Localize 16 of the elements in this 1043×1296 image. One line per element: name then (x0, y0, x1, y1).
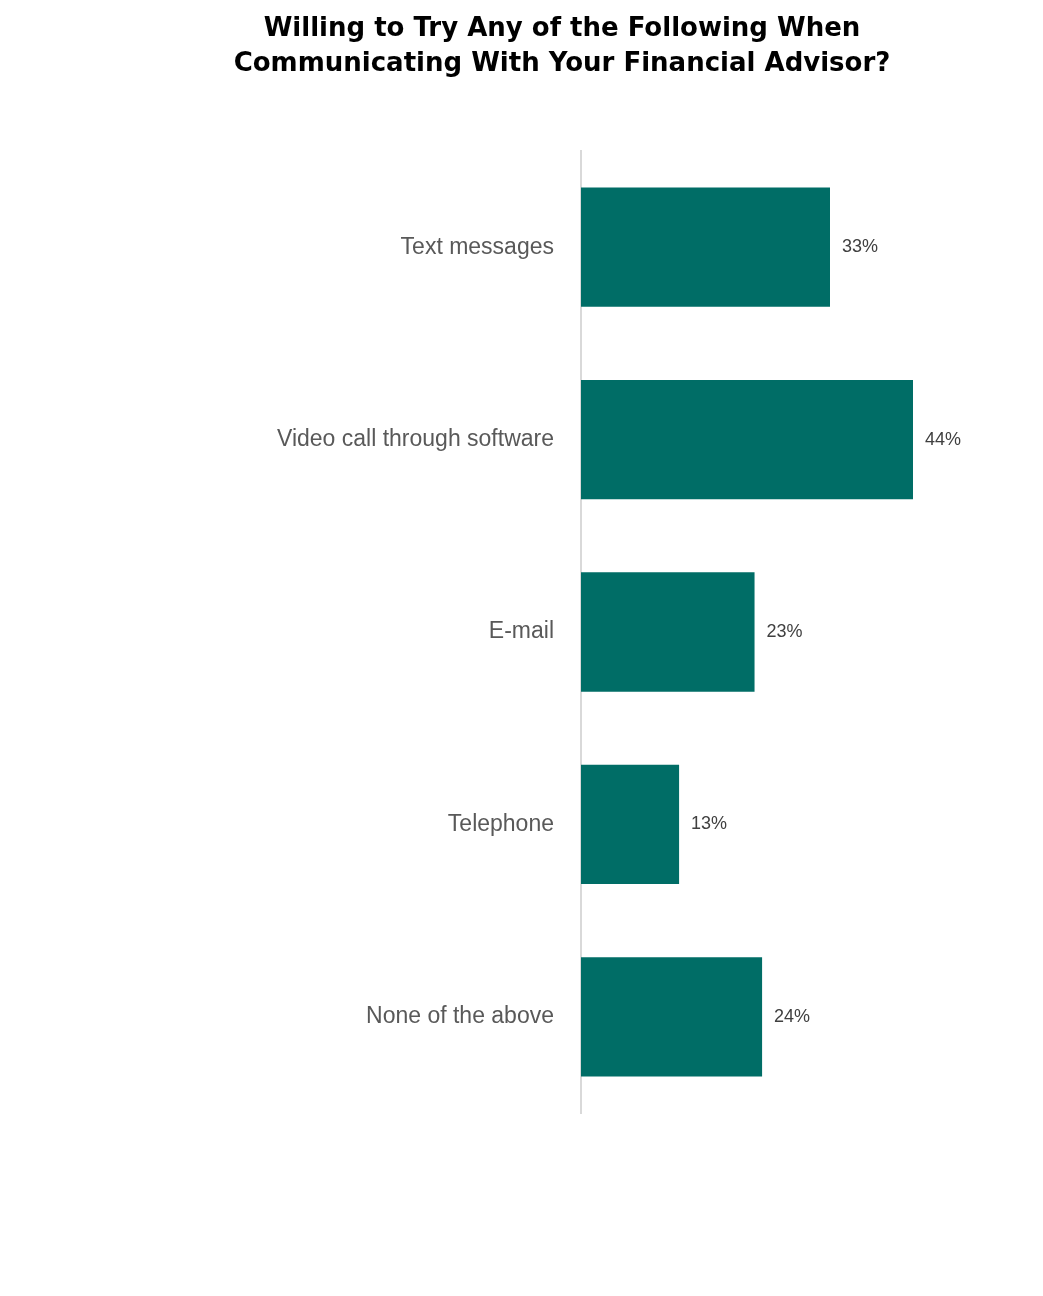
bar (581, 379, 913, 500)
data-label: 24% (774, 1005, 811, 1026)
y-tick-label: Video call through software (276, 424, 554, 451)
bar (581, 764, 680, 885)
data-label: 13% (691, 813, 728, 834)
bar (581, 187, 830, 307)
data-label: 44% (925, 428, 962, 449)
y-tick-label: Telephone (447, 809, 554, 836)
y-tick-label: E-mail (488, 617, 554, 644)
y-tick-label: Text messages (400, 232, 554, 259)
bar (581, 572, 755, 692)
data-label: 23% (766, 620, 803, 641)
data-label: 33% (842, 236, 879, 257)
bar (581, 957, 763, 1077)
chart-title: Willing to Try Any of the Following When Communicating With Your Financial Advisor? (232, 11, 892, 79)
y-tick-label: None of the above (366, 1002, 554, 1029)
